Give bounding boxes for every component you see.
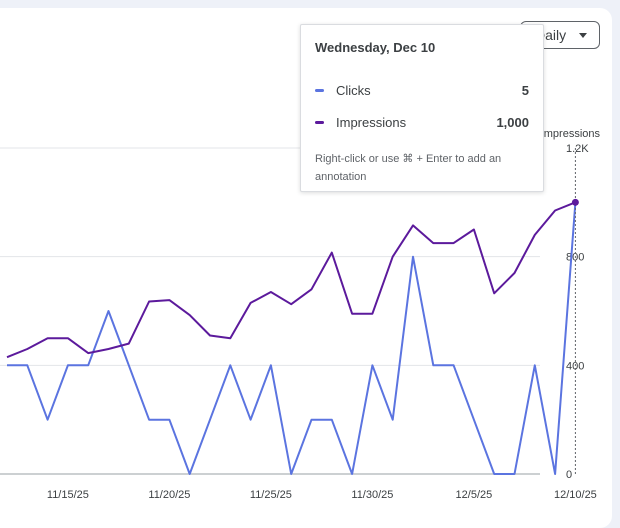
- right-axis-title: Impressions: [541, 128, 601, 140]
- x-tick-label: 11/15/25: [47, 489, 89, 501]
- gridlines: [0, 147, 540, 475]
- tooltip-label: Impressions: [336, 114, 407, 130]
- x-tick-label: 12/5/25: [456, 489, 493, 501]
- x-tick-label: 12/10/25: [554, 489, 597, 501]
- chart-tooltip: Wednesday, Dec 10 Clicks 5 Impressions 1…: [300, 24, 544, 192]
- tooltip-value: 1,000: [496, 114, 529, 130]
- y-tick-label: 1.2K: [566, 143, 589, 155]
- y-tick-label: 400: [566, 360, 584, 372]
- series-clicks-line: [7, 202, 577, 475]
- x-tick-label: 11/20/25: [148, 489, 190, 501]
- x-axis: 11/15/25 11/20/25 11/25/25 11/30/25 12/5/25 1…: [47, 489, 597, 501]
- series-lines: [6, 201, 577, 475]
- tooltip-row-impressions: Impressions 1,000: [315, 106, 529, 138]
- tooltip-date: Wednesday, Dec 10: [315, 40, 436, 55]
- tooltip-row-clicks: Clicks 5: [315, 74, 529, 106]
- y-tick-label: 0: [566, 469, 572, 481]
- tooltip-label: Clicks: [336, 82, 371, 98]
- clicks-legend-icon: [315, 88, 324, 92]
- tooltip-annotation-hint: Right-click or use ⌘ + Enter to add an a…: [315, 153, 502, 183]
- x-tick-label: 11/30/25: [351, 489, 393, 501]
- hover-point-impressions: [571, 198, 579, 206]
- hover-marker: [571, 148, 579, 474]
- x-tick-label: 11/25/25: [250, 489, 292, 501]
- chevron-down-icon: [579, 33, 587, 38]
- impressions-legend-icon: [315, 120, 324, 124]
- tooltip-value: 5: [521, 82, 529, 98]
- series-impressions-line: [6, 201, 576, 359]
